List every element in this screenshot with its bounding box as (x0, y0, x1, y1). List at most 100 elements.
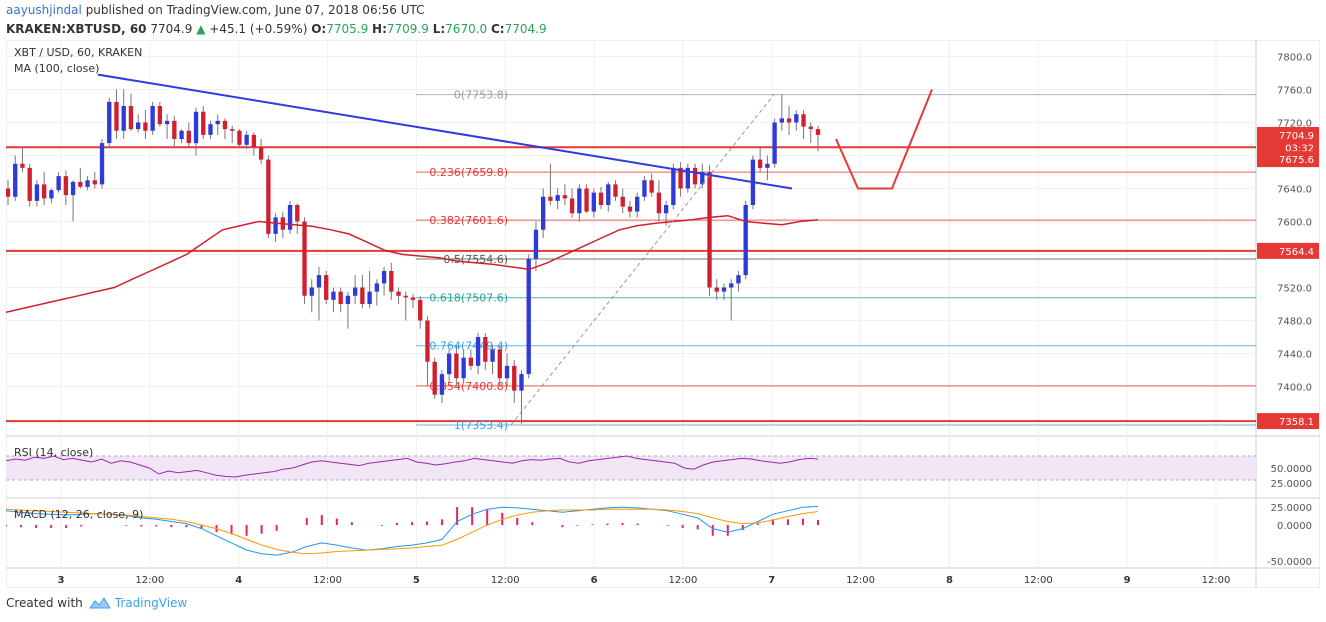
author-link[interactable]: aayushjindal (6, 3, 82, 17)
price-tick-label: 7520.0 (1277, 284, 1312, 295)
candle-body (772, 122, 777, 164)
candle-body (258, 147, 264, 160)
candle-body (20, 163, 25, 168)
candle-body (143, 122, 148, 131)
candle-body (410, 297, 416, 300)
ma100-line (5, 214, 819, 314)
candle-body (707, 172, 712, 288)
candle-body (403, 295, 408, 298)
candle-body (316, 275, 322, 288)
candle-body (468, 357, 474, 366)
candle-body (729, 283, 734, 288)
candle-body (34, 184, 40, 201)
candle-body (179, 130, 184, 139)
time-tick-label: 6 (591, 575, 598, 586)
candle-body (692, 167, 698, 185)
candle-body (374, 283, 380, 292)
candle-body (128, 106, 134, 130)
candle-body (635, 196, 640, 212)
candle-body (432, 361, 437, 395)
candle-body (360, 287, 365, 304)
candle-body (157, 106, 163, 125)
fib-level-label: 0.236(7659.8) (429, 166, 508, 179)
change-arrow-icon: ▲ (196, 22, 206, 36)
price-tag-label: 7564.4 (1279, 247, 1314, 258)
publish-line: aayushjindal published on TradingView.co… (6, 3, 425, 17)
candle-body (5, 188, 11, 197)
low-label: L: (432, 22, 446, 36)
time-tick-label: 12:00 (135, 575, 164, 586)
macd-tick-label: 0.0000 (1277, 521, 1312, 532)
rsi-tick-label: 50.0000 (1271, 464, 1312, 475)
time-tick-label: 12:00 (1024, 575, 1053, 586)
price-tick-label: 7480.0 (1277, 317, 1312, 328)
fib-level-label: 0.854(7400.8) (429, 380, 508, 393)
candle-body (172, 120, 177, 139)
candle-body (208, 124, 213, 135)
rsi-line (5, 455, 819, 478)
candle-body (13, 163, 18, 197)
candle-body (512, 365, 517, 391)
chart-header: aayushjindal published on TradingView.co… (0, 0, 1326, 40)
tradingview-brand[interactable]: TradingView (88, 596, 187, 610)
candle-body (461, 357, 466, 379)
candle-body (27, 167, 32, 201)
candle-body (439, 374, 445, 395)
price-tag-box (1257, 413, 1319, 430)
candle-body (338, 291, 343, 304)
price-tag-box (1257, 126, 1319, 143)
candle-body (381, 271, 387, 284)
ma-indicator-label: MA (100, close) (14, 62, 99, 75)
candle-body (483, 337, 488, 362)
candle-body (613, 184, 618, 197)
chart-canvas[interactable]: 7800.07760.07720.07680.07640.07600.07560… (5, 39, 1321, 589)
chart-frame[interactable]: 7800.07760.07720.07680.07640.07600.07560… (5, 39, 1321, 589)
candle-body (309, 287, 314, 296)
time-tick-label: 5 (413, 575, 420, 586)
candle-body (446, 353, 452, 375)
rsi-label: RSI (14, close) (14, 446, 93, 459)
candle-body (721, 287, 727, 292)
candle-body (107, 101, 112, 144)
price-tag-box (1257, 242, 1319, 259)
time-tick-label: 12:00 (669, 575, 698, 586)
candle-body (555, 195, 560, 201)
candle-body (302, 221, 307, 296)
time-tick-label: 9 (1124, 575, 1131, 586)
price-tag: 7704.9 (1257, 126, 1319, 143)
close-label: C: (491, 22, 505, 36)
time-tick-label: 7 (768, 575, 775, 586)
candle-body (389, 271, 394, 292)
price-tick-label: 7720.0 (1277, 119, 1312, 130)
time-tick-label: 12:00 (491, 575, 520, 586)
candle-body (201, 111, 206, 135)
time-tick-label: 12:00 (846, 575, 875, 586)
time-tick-label: 12:00 (313, 575, 342, 586)
candle-body (765, 163, 770, 168)
candle-body (454, 353, 459, 379)
high-value: 7709.9 (386, 22, 429, 36)
price-tick-label: 7640.0 (1277, 185, 1312, 196)
fib-level-label: 0.5(7554.6) (443, 253, 508, 266)
candle-body (801, 114, 806, 127)
candle-body (606, 184, 611, 205)
price-tag-label: 7675.6 (1279, 155, 1314, 166)
symbol-line: KRAKEN:XBTUSD, 60 7704.9 ▲ +45.1 (+0.59%… (6, 22, 547, 36)
fib-level-label: 0(7753.8) (454, 89, 508, 102)
candle-body (663, 205, 669, 214)
macd-tick-label: -50.0000 (1267, 557, 1312, 568)
candle-body (367, 291, 372, 304)
candle-body (541, 196, 546, 230)
price-projection-path (835, 89, 933, 190)
candle-body (700, 172, 705, 185)
candle-body (273, 217, 278, 234)
candle-body (786, 118, 792, 123)
candle-body (743, 205, 748, 276)
candle-body (649, 180, 654, 193)
candle-body (352, 287, 358, 296)
candle-body (85, 180, 90, 187)
candle-body (418, 299, 423, 321)
fib-level-label: 1(7353.4) (454, 419, 508, 432)
tradingview-logo-icon (88, 597, 111, 609)
candle-body (642, 180, 647, 197)
